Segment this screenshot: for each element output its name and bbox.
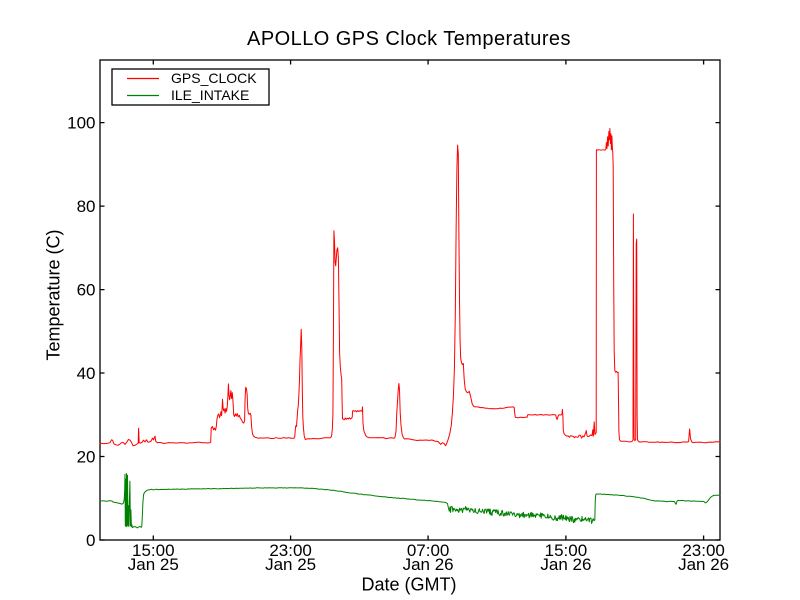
svg-text:GPS_CLOCK: GPS_CLOCK	[171, 70, 257, 86]
svg-text:Jan 25: Jan 25	[265, 555, 316, 574]
svg-text:Date (GMT): Date (GMT)	[361, 575, 456, 595]
svg-text:100: 100	[67, 114, 95, 133]
svg-text:0: 0	[86, 531, 95, 550]
svg-text:Jan 26: Jan 26	[403, 555, 454, 574]
svg-text:07:00: 07:00	[407, 541, 450, 560]
svg-text:ILE_INTAKE: ILE_INTAKE	[171, 87, 249, 103]
svg-text:APOLLO GPS Clock Temperatures: APOLLO GPS Clock Temperatures	[247, 28, 571, 50]
svg-text:20: 20	[77, 448, 96, 467]
svg-text:80: 80	[77, 197, 96, 216]
svg-text:15:00: 15:00	[132, 541, 175, 560]
svg-text:Temperature (C): Temperature (C)	[44, 229, 64, 360]
svg-text:60: 60	[77, 281, 96, 300]
svg-text:23:00: 23:00	[269, 541, 312, 560]
svg-text:23:00: 23:00	[682, 541, 725, 560]
svg-text:Jan 25: Jan 25	[128, 555, 179, 574]
svg-text:Jan 26: Jan 26	[678, 555, 729, 574]
svg-text:15:00: 15:00	[545, 541, 588, 560]
svg-text:Jan 26: Jan 26	[540, 555, 591, 574]
svg-text:40: 40	[77, 364, 96, 383]
